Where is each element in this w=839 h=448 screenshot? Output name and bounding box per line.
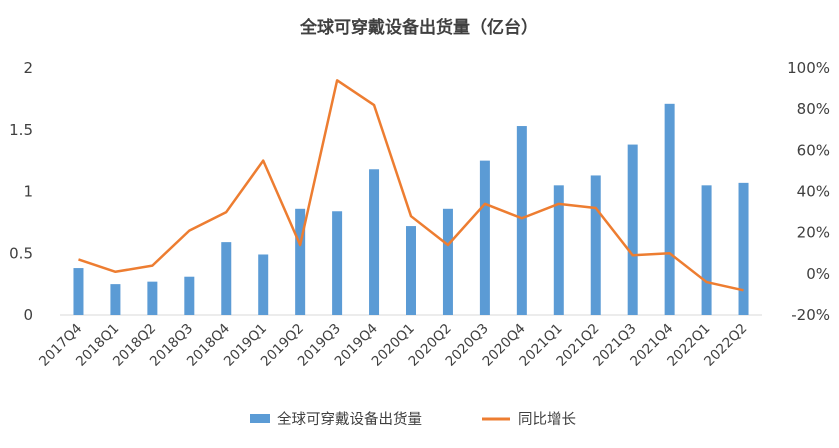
y-left-tick-label: 0 bbox=[23, 306, 33, 324]
y-left-tick-label: 1 bbox=[23, 183, 33, 201]
bar bbox=[406, 226, 416, 315]
bar bbox=[517, 126, 527, 315]
bar bbox=[369, 169, 379, 315]
chart-title: 全球可穿戴设备出货量（亿台） bbox=[299, 17, 538, 38]
legend: 全球可穿戴设备出货量 同比增长 bbox=[250, 410, 576, 428]
legend-label-bar: 全球可穿戴设备出货量 bbox=[277, 410, 422, 428]
y-right-tick-label: 100% bbox=[787, 59, 830, 77]
y-right-tick-label: 60% bbox=[797, 141, 830, 159]
y-left-tick-label: 2 bbox=[23, 59, 33, 77]
y-right-tick-label: 20% bbox=[797, 224, 830, 242]
y-left-tick-label: 0.5 bbox=[9, 244, 33, 262]
bar bbox=[702, 185, 712, 315]
bar bbox=[73, 268, 83, 315]
bar bbox=[147, 282, 157, 315]
bar bbox=[665, 104, 675, 315]
legend-swatch-bar bbox=[250, 414, 270, 423]
legend-label-line: 同比增长 bbox=[518, 411, 576, 428]
bar bbox=[739, 183, 749, 315]
bar bbox=[110, 284, 120, 315]
bar bbox=[628, 145, 638, 315]
bar bbox=[221, 242, 231, 315]
bar bbox=[258, 254, 268, 315]
y-right-tick-label: 40% bbox=[797, 183, 830, 201]
bar bbox=[480, 161, 490, 315]
bar bbox=[591, 175, 601, 315]
bar-series bbox=[73, 104, 748, 315]
y-right-tick-label: 80% bbox=[797, 100, 830, 118]
bar bbox=[443, 209, 453, 315]
y-right-tick-label: -20% bbox=[791, 306, 830, 324]
y-right-tick-label: 0% bbox=[806, 265, 830, 283]
bar bbox=[332, 211, 342, 315]
bar bbox=[184, 277, 194, 315]
y-left-tick-label: 1.5 bbox=[9, 121, 33, 139]
